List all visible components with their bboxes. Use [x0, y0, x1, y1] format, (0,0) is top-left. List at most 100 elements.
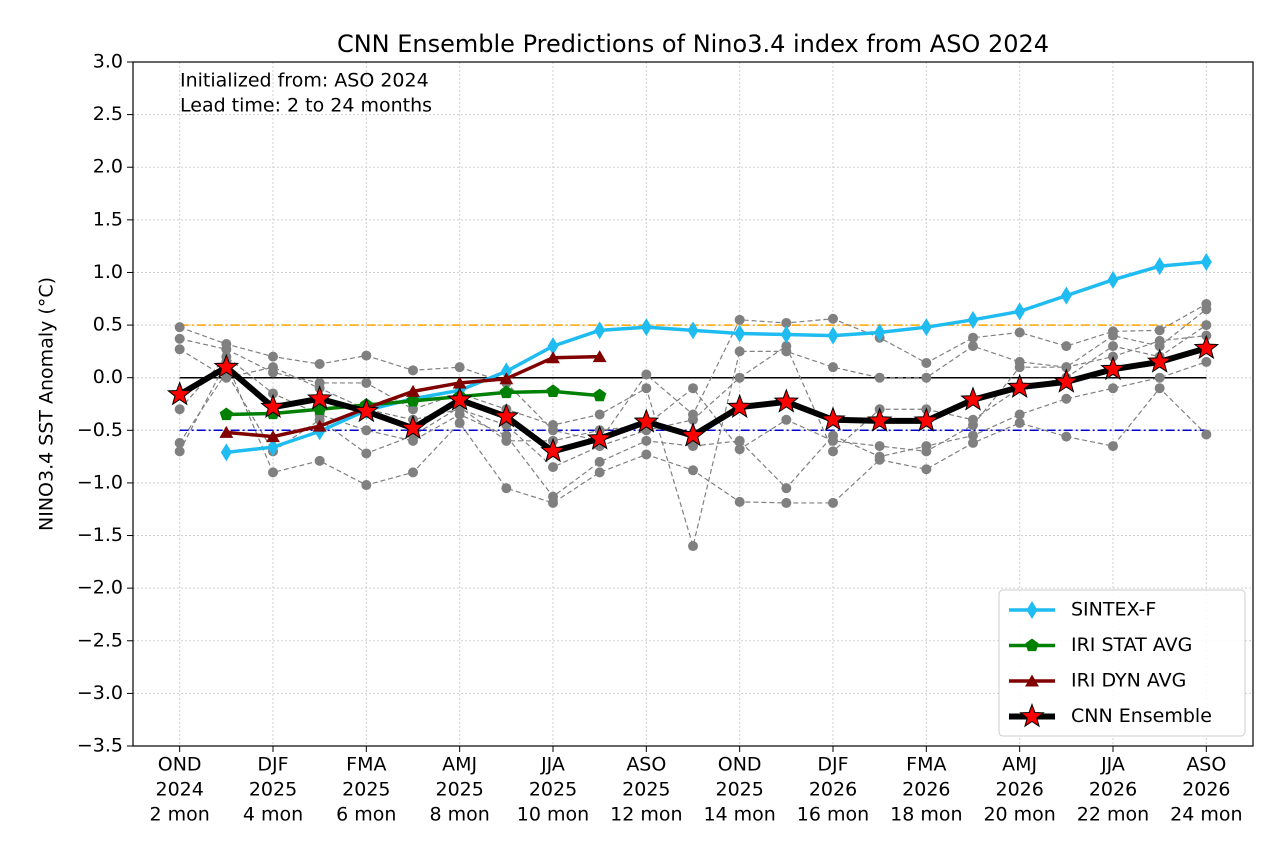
member-point: [968, 430, 978, 441]
y-tick-label: 1.5: [93, 208, 123, 230]
series-point: [1006, 373, 1033, 399]
y-tick-label: −1.5: [77, 524, 123, 546]
legend-marker: [1025, 674, 1039, 687]
y-tick-label: 0.5: [93, 314, 123, 336]
member-point: [174, 322, 185, 333]
x-tick-label: JJA: [540, 754, 565, 776]
member-point: [268, 351, 278, 362]
y-tick-label: 2.0: [93, 156, 123, 178]
series-point: [874, 323, 886, 342]
series-point: [820, 406, 846, 431]
series-point: [866, 407, 893, 432]
x-tick-label: AMJ: [442, 754, 477, 776]
member-point: [1154, 335, 1165, 346]
series-point: [499, 385, 513, 399]
member-point: [501, 435, 512, 446]
series-point: [406, 384, 420, 397]
member-point: [1108, 341, 1118, 352]
x-tick-label: 8 mon: [430, 804, 490, 826]
member-point: [1201, 320, 1212, 331]
member-point: [781, 497, 792, 508]
member-point: [688, 441, 698, 452]
series-point: [633, 408, 660, 433]
series-point: [219, 407, 233, 421]
member-point: [174, 333, 185, 344]
annotation: Lead time: 2 to 24 months: [180, 95, 432, 117]
series-point: [592, 350, 607, 363]
member-point: [641, 449, 652, 460]
x-tick-label: 2 mon: [150, 804, 210, 826]
series-point: [546, 384, 560, 398]
series-point: [773, 388, 800, 413]
member-point: [688, 541, 698, 552]
series-point: [726, 393, 753, 419]
member-point: [874, 451, 885, 462]
member-point: [874, 441, 885, 452]
x-tick-label: 2025: [249, 779, 297, 801]
member-point: [501, 483, 512, 494]
series-point: [1154, 257, 1166, 276]
series-point: [1193, 334, 1220, 360]
member-point: [921, 357, 932, 368]
x-tick-label: 18 mon: [890, 804, 962, 826]
series-point: [547, 337, 559, 356]
y-tick-label: 3.0: [93, 51, 123, 73]
member-point: [921, 372, 932, 383]
member-point: [1061, 341, 1072, 352]
member-point: [1061, 431, 1072, 442]
member-point: [781, 483, 792, 494]
member-point: [1154, 325, 1165, 336]
series-point: [540, 437, 566, 463]
series-point: [452, 376, 467, 389]
series-point: [267, 438, 279, 457]
member-point: [594, 467, 605, 478]
x-tick-label: ASO: [1186, 754, 1226, 776]
y-tick-label: −1.0: [77, 471, 123, 493]
plot-frame: [132, 61, 1254, 747]
member-point: [688, 465, 698, 476]
chart-title: CNN Ensemble Predictions of Nino3.4 inde…: [337, 30, 1049, 58]
x-tick-label: 2025: [715, 779, 763, 801]
member-point: [828, 497, 838, 508]
x-tick-label: 12 mon: [610, 804, 682, 826]
member-point: [548, 491, 558, 502]
legend-marker: [1019, 703, 1045, 728]
x-tick-label: 2024: [155, 779, 203, 801]
member-point: [781, 414, 792, 425]
member-point: [548, 420, 558, 431]
member-point: [1014, 362, 1025, 373]
member-point: [1014, 409, 1025, 420]
legend-label: IRI DYN AVG: [1071, 670, 1186, 692]
x-tick-label: 20 mon: [983, 804, 1055, 826]
x-tick-label: DJF: [817, 754, 848, 776]
member-point: [688, 414, 698, 425]
y-tick-label: 1.0: [93, 261, 123, 283]
series-point: [446, 386, 473, 411]
member-point: [1201, 356, 1212, 367]
member-point: [1061, 362, 1072, 373]
member-line: [179, 335, 1207, 455]
member-point: [1108, 383, 1118, 394]
member-point: [1154, 372, 1165, 383]
series-point: [260, 393, 286, 419]
member-point: [734, 444, 745, 455]
member-point: [594, 409, 605, 420]
series-point: [827, 326, 839, 345]
member-point: [174, 437, 185, 448]
member-point: [734, 346, 745, 357]
x-tick-label: JJA: [1100, 754, 1125, 776]
member-point: [361, 448, 372, 459]
x-tick-label: ASO: [626, 754, 666, 776]
member-point: [968, 341, 978, 352]
series-point: [220, 443, 232, 462]
series-point: [1060, 286, 1072, 305]
member-point: [641, 369, 652, 380]
member-line: [179, 308, 1207, 549]
member-point: [268, 388, 278, 399]
member-point: [174, 344, 185, 355]
series-point: [312, 419, 327, 432]
legend-label: SINTEX-F: [1071, 599, 1156, 621]
member-point: [781, 317, 792, 328]
member-point: [174, 404, 185, 415]
